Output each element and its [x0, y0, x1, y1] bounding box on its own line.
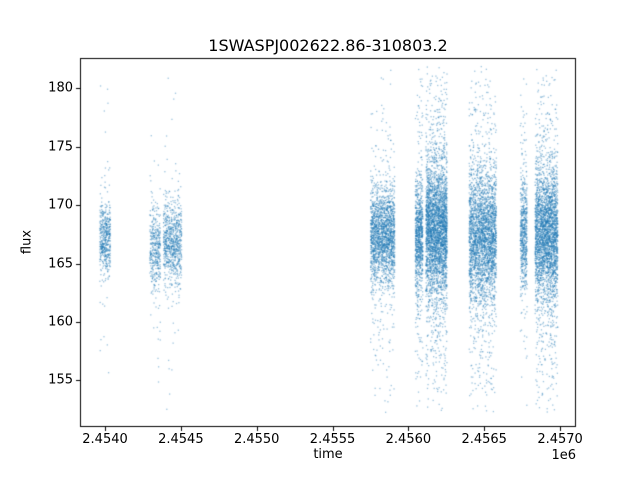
x-tick-label: 2.4565	[461, 432, 507, 447]
y-axis-label: flux	[19, 229, 35, 255]
chart-title: 1SWASPJ002622.86-310803.2	[208, 36, 448, 55]
y-tick-label: 170	[48, 197, 73, 213]
x-tick-label: 2.4560	[385, 432, 432, 447]
x-axis-label: time	[313, 447, 343, 462]
x-offset-label: 1e6	[551, 448, 576, 463]
y-tick-label: 175	[48, 139, 73, 155]
x-tick-label: 2.4545	[158, 432, 204, 447]
y-tick-label: 160	[48, 314, 73, 330]
x-tick-label: 2.4550	[233, 432, 280, 447]
x-tick-label: 2.4570	[537, 432, 583, 447]
y-tick-label: 180	[48, 80, 73, 96]
y-tick-label: 155	[48, 372, 73, 388]
x-tick-label: 2.4540	[82, 432, 128, 447]
y-tick-label: 165	[48, 256, 73, 272]
x-tick-label: 2.4555	[309, 432, 356, 447]
